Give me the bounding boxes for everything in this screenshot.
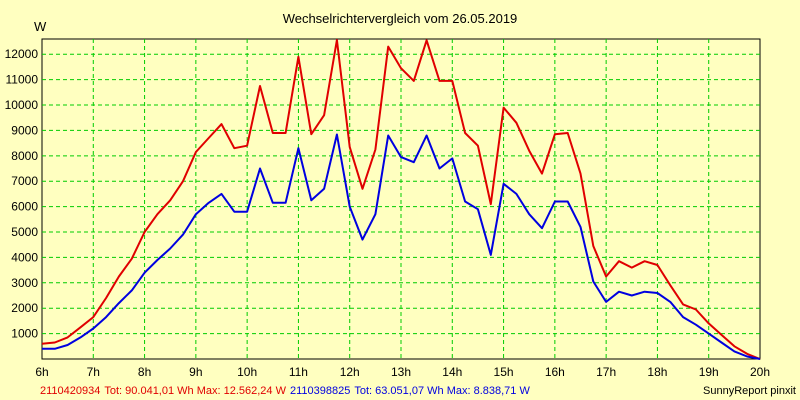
- x-tick-label: 7h: [87, 365, 100, 379]
- y-tick-label: 12000: [5, 47, 39, 61]
- x-tick-label: 12h: [340, 365, 360, 379]
- footer-series2-stats: Tot: 63.051,07 Wh Max: 8.838,71 W: [354, 385, 530, 397]
- x-tick-labels: 6h 7h 8h 9h 10h 11h 12h 13h 14h 15h 16h 17h 18h 19h 20…: [35, 365, 770, 379]
- y-tick-label: 3000: [11, 276, 38, 290]
- y-tick-label: 10000: [5, 98, 39, 112]
- grid: [42, 39, 760, 359]
- y-tick-label: 7000: [11, 174, 38, 188]
- x-tick-label: 16h: [545, 365, 565, 379]
- footer-legend: 2110420934 Tot: 90.041,01 Wh Max: 12.562,…: [40, 385, 530, 397]
- y-tick-label: 11000: [6, 73, 39, 87]
- chart-title: Wechselrichtervergleich vom 26.05.2019: [283, 11, 518, 26]
- x-tick-label: 11h: [289, 365, 308, 379]
- y-tick-labels: 1000 2000 3000 4000 5000 6000 7000 8000 9000 1000…: [5, 47, 39, 340]
- x-tick-label: 14h: [442, 365, 462, 379]
- x-tick-label: 9h: [189, 365, 202, 379]
- x-tick-label: 15h: [494, 365, 514, 379]
- x-tick-label: 8h: [138, 365, 151, 379]
- x-tick-label: 13h: [391, 365, 411, 379]
- y-tick-label: 5000: [11, 225, 38, 239]
- series-line-1: [41, 39, 761, 360]
- y-tick-label: 9000: [11, 123, 38, 137]
- y-tick-label: 8000: [11, 149, 38, 163]
- x-tick-label: 19h: [699, 365, 719, 379]
- x-tick-label: 18h: [647, 365, 667, 379]
- x-tick-label: 10h: [237, 365, 257, 379]
- y-axis-unit: W: [34, 19, 47, 34]
- y-tick-label: 1000: [11, 327, 38, 341]
- footer-series2-id: 2110398825: [290, 385, 350, 397]
- x-tick-label: 17h: [596, 365, 616, 379]
- footer-credit: SunnyReport pinxit: [703, 385, 796, 397]
- series-line-2: [42, 133, 761, 360]
- series-lines: [41, 39, 761, 360]
- plot-area: [41, 38, 761, 360]
- y-tick-label: 2000: [11, 301, 38, 315]
- footer-series1-stats: Tot: 90.041,01 Wh Max: 12.562,24 W: [104, 385, 286, 397]
- x-tick-label: 20h: [750, 365, 770, 379]
- x-tick-label: 6h: [35, 365, 48, 379]
- footer-series1-id: 2110420934: [40, 385, 100, 397]
- y-tick-label: 6000: [11, 200, 38, 214]
- y-tick-label: 4000: [11, 250, 38, 264]
